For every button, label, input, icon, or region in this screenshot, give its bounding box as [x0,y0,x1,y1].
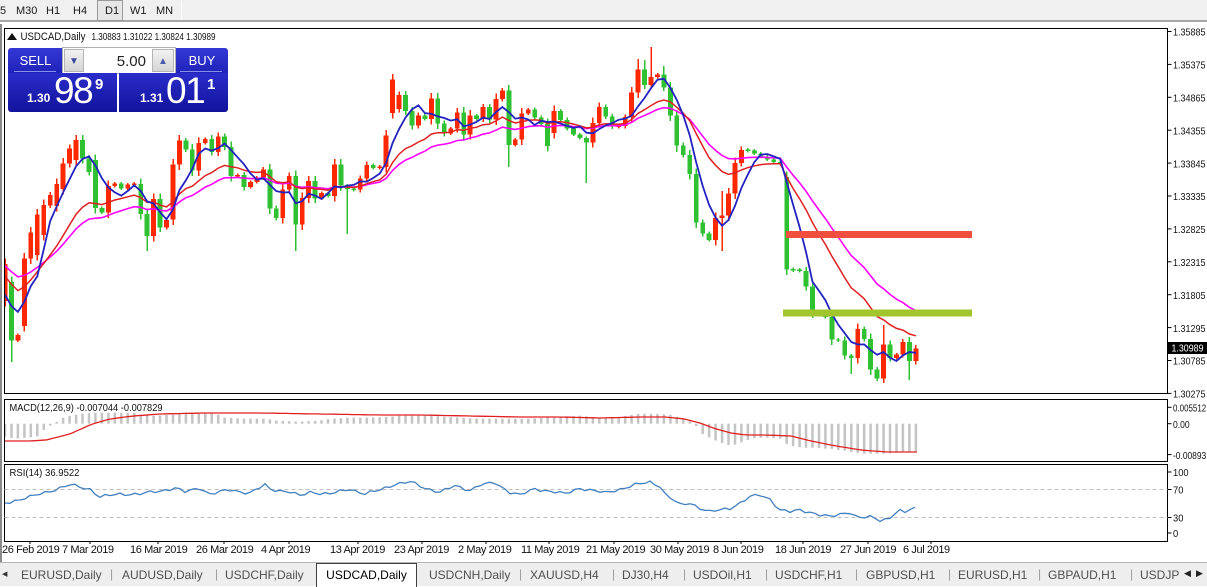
svg-text:18 Jun 2019: 18 Jun 2019 [775,544,831,556]
svg-text:1.30989: 1.30989 [1172,343,1204,355]
svg-text:1.34355: 1.34355 [1173,125,1206,137]
svg-text:6 Jul 2019: 6 Jul 2019 [903,544,950,556]
svg-text:23 Apr 2019: 23 Apr 2019 [394,544,449,556]
svg-text:1.32825: 1.32825 [1173,224,1206,236]
svg-text:MACD(12,26,9) -0.007044 -0.007: MACD(12,26,9) -0.007044 -0.007829 [10,402,163,414]
svg-text:21 May 2019: 21 May 2019 [586,544,645,556]
svg-text:30: 30 [1173,513,1184,525]
svg-text:100: 100 [1173,467,1189,479]
svg-text:70: 70 [1173,485,1184,497]
svg-text:8 Jun 2019: 8 Jun 2019 [713,544,764,556]
svg-text:7 Mar 2019: 7 Mar 2019 [62,544,114,556]
svg-text:1.34865: 1.34865 [1173,93,1206,105]
svg-text:1.35375: 1.35375 [1173,60,1206,72]
svg-text:4 Apr 2019: 4 Apr 2019 [261,544,310,556]
svg-text:1.31295: 1.31295 [1173,323,1206,335]
svg-text:26 Feb 2019: 26 Feb 2019 [2,544,60,556]
svg-text:0.005512: 0.005512 [1173,403,1206,415]
svg-text:1.30883 1.31022 1.30824 1.3098: 1.30883 1.31022 1.30824 1.30989 [92,31,216,43]
svg-text:30 May 2019: 30 May 2019 [650,544,709,556]
svg-text:-0.00893: -0.00893 [1173,450,1206,462]
svg-text:0.00: 0.00 [1173,419,1190,431]
svg-text:2 May 2019: 2 May 2019 [458,544,512,556]
svg-text:26 Mar 2019: 26 Mar 2019 [196,544,254,556]
svg-text:1.31805: 1.31805 [1173,290,1206,302]
svg-text:11 May 2019: 11 May 2019 [521,544,580,556]
svg-text:1.35885: 1.35885 [1173,27,1206,39]
svg-text:RSI(14) 36.9522: RSI(14) 36.9522 [10,467,80,479]
svg-text:1.33335: 1.33335 [1173,191,1206,203]
svg-text:USDCAD,Daily: USDCAD,Daily [21,31,86,43]
svg-text:27 Jun 2019: 27 Jun 2019 [840,544,896,556]
svg-text:1.30785: 1.30785 [1173,356,1206,368]
svg-text:1.30275: 1.30275 [1173,389,1206,401]
svg-text:13 Apr 2019: 13 Apr 2019 [330,544,385,556]
svg-text:1.32315: 1.32315 [1173,257,1206,269]
svg-text:0: 0 [1173,528,1178,540]
svg-text:1.33845: 1.33845 [1173,158,1206,170]
svg-text:16 Mar 2019: 16 Mar 2019 [130,544,188,556]
